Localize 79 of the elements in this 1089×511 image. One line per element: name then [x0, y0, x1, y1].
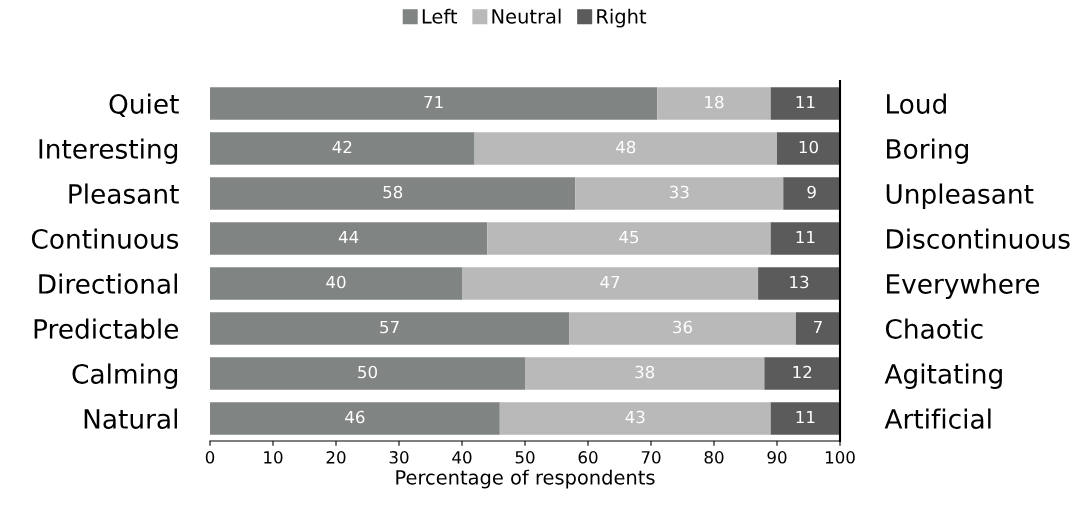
x-tick-label: 60: [578, 451, 598, 464]
legend-label: Left: [422, 8, 458, 24]
bar: [474, 132, 777, 165]
y2-tick-label: Loud: [887, 93, 946, 114]
y-tick-label: Calming: [72, 363, 178, 390]
data-label: 57: [380, 320, 399, 334]
x-tick-label: 80: [704, 451, 724, 464]
data-label: 11: [796, 95, 815, 109]
data-label: 47: [600, 275, 620, 289]
bar: [210, 357, 525, 390]
y-tick-label: Quiet: [109, 93, 179, 117]
y-tick-label: Directional: [39, 273, 177, 294]
bar: [210, 312, 570, 345]
bar: [770, 222, 840, 255]
data-label: 44: [338, 230, 359, 244]
y2-tick-label: Everywhere: [887, 273, 1040, 300]
data-label: 13: [790, 275, 809, 289]
data-label: 18: [705, 95, 724, 109]
x-tick-label: 20: [326, 451, 346, 464]
bar: [783, 177, 840, 210]
x-tick-label: 100: [825, 451, 855, 464]
bar: [499, 402, 771, 435]
data-label: 42: [332, 140, 352, 154]
y2-tick-label: Chaotic: [885, 318, 983, 339]
data-label: 58: [383, 185, 403, 199]
data-label: 43: [625, 410, 645, 424]
data-label: 46: [345, 410, 365, 424]
bar: [770, 87, 840, 120]
data-label: 48: [616, 140, 636, 154]
y2-tick-label: Boring: [887, 138, 968, 165]
bar: [569, 312, 796, 345]
y2-tick-label: Artificial: [884, 408, 991, 429]
data-label: 12: [793, 365, 812, 379]
data-label: 36: [673, 320, 693, 334]
data-label: 10: [799, 140, 818, 154]
data-label: 9: [807, 185, 816, 199]
data-label: 33: [670, 185, 689, 199]
x-tick-label: 90: [767, 451, 787, 464]
x-tick-label: 50: [515, 451, 535, 464]
x-tick-label: 30: [389, 451, 409, 464]
bar: [462, 267, 759, 300]
bar: [525, 357, 765, 390]
bar: [777, 132, 840, 165]
bar: [575, 177, 784, 210]
x-tick-label: 0: [205, 451, 215, 464]
data-label: 50: [358, 365, 377, 379]
legend-label: Neutral: [492, 8, 561, 24]
data-label: 38: [635, 365, 655, 379]
x-tick-label: 40: [452, 451, 472, 464]
bar: [764, 357, 840, 390]
y2-tick-label: Discontinuous: [887, 228, 1070, 249]
bar: [210, 222, 488, 255]
bar: [758, 267, 840, 300]
bar: [795, 312, 840, 345]
bar: [210, 177, 576, 210]
y2-tick-label: Unpleasant: [886, 183, 1034, 210]
y-tick-label: Continuous: [31, 228, 179, 249]
data-label: 45: [619, 230, 639, 244]
data-label: 11: [796, 230, 815, 244]
y2-tick-label: Agitating: [884, 363, 1002, 390]
bar: [210, 402, 500, 435]
data-label: 7: [814, 320, 822, 334]
y-tick-label: Natural: [84, 408, 177, 429]
x-tick-label: 10: [264, 451, 283, 464]
bar: [210, 132, 475, 165]
data-label: 40: [326, 275, 346, 289]
bar: [487, 222, 771, 255]
bar: [210, 267, 462, 300]
x-tick-label: 70: [641, 451, 661, 464]
y-tick-label: Interesting: [39, 138, 178, 165]
y-tick-label: Pleasant: [69, 183, 179, 204]
data-label: 71: [424, 95, 443, 109]
bar: [770, 402, 840, 435]
data-label: 11: [796, 410, 815, 424]
y-tick-label: Predictable: [34, 318, 179, 339]
bar: [210, 87, 658, 120]
x-axis-title: Percentage of respondents: [396, 469, 655, 489]
bar: [657, 87, 771, 120]
legend-label: Right: [597, 8, 647, 28]
